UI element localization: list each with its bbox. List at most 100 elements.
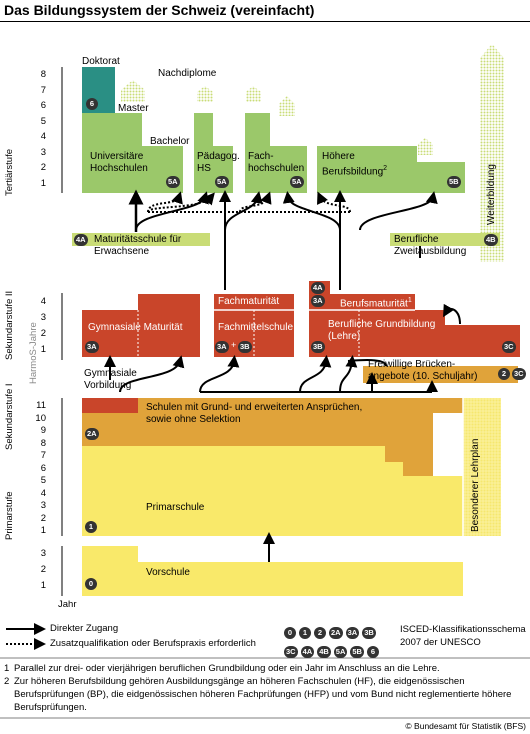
footnote-2: 2 Zur höheren Berufsbildung gehören Ausb…	[4, 675, 524, 714]
isced-badge-1: 1	[85, 521, 97, 533]
bachelor-label: Bachelor	[150, 136, 190, 147]
year-number: 2	[40, 564, 46, 575]
fh-label: Fach- hochschulen	[248, 151, 305, 174]
year-number: 7	[40, 84, 46, 96]
year-number: 5	[40, 115, 46, 127]
legend-badge: 4A	[300, 646, 315, 658]
footnote-1: 1 Parallel zur drei- oder vierjährigen b…	[4, 662, 524, 675]
berufsmaturitaet-label: Berufsmaturität	[340, 298, 408, 310]
page-title: Das Bildungssystem der Schweiz (vereinfa…	[4, 2, 315, 18]
legend-badge: 1	[299, 627, 311, 639]
year-number: 5	[40, 475, 46, 486]
footnote-number: 2	[4, 676, 10, 687]
year-number: 1	[40, 344, 46, 355]
isced-plus: +	[231, 340, 237, 350]
year-number: 11	[36, 400, 46, 411]
nachdiplome-spike-2	[197, 86, 213, 102]
uni-block	[82, 113, 183, 193]
isced-badge-5a: 5A	[215, 176, 229, 188]
legend-badge: 3B	[362, 627, 376, 639]
fms-label: Fachmittelschule	[218, 322, 294, 333]
legend-badge: 5A	[333, 646, 348, 658]
year-axis-label: Jahr	[58, 599, 77, 610]
vorschule-year-numbers: 3 2 1	[32, 548, 46, 596]
nachdiplome-spike-5	[418, 138, 433, 155]
nachdiplome-label: Nachdiplome	[158, 68, 217, 79]
footnote-text: Zur höheren Berufsbildung gehören Ausbil…	[14, 676, 512, 713]
year-number: 2	[40, 512, 46, 524]
legend-isced-label: ISCED-Klassifikationsschema 2007 der UNE…	[400, 624, 526, 648]
grundbildung-label: Berufliche Grundbildung (Lehre)	[328, 319, 436, 342]
footnote-text: Parallel zur drei- oder vierjährigen ber…	[14, 663, 440, 674]
legend-badge: 2A	[329, 627, 343, 639]
hbb-label: Höhere Berufsbildung	[322, 151, 384, 178]
legend-badge: 0	[284, 627, 296, 639]
legend-direct-label: Direkter Zugang	[50, 623, 119, 634]
hbb-footnote: 2	[383, 165, 388, 172]
isced-badge-0: 0	[85, 578, 97, 590]
zweitausbildung-label: Berufliche Zweitausbildung	[394, 234, 467, 257]
legend-badges-row2: 3C 4A 4B 5A 5B 6	[284, 641, 394, 659]
legend-badge: 3C	[284, 646, 298, 658]
legend-badge: 3A	[345, 627, 360, 639]
year-number: 10	[35, 412, 46, 424]
isced-badge-3a: 3A	[215, 341, 229, 353]
isced-badge-4a: 4A	[311, 282, 325, 294]
year-number: 3	[40, 548, 46, 559]
isced-badge-4b: 4B	[484, 234, 498, 246]
harmos-year-numbers: 11 10 9 8 7 6 5 4 3 2 1	[32, 400, 46, 538]
legend-badge: 2	[314, 627, 326, 639]
year-number: 1	[40, 580, 46, 591]
fachmaturitaet-label: Fachmaturität	[218, 296, 280, 307]
isced-badge-5a: 5A	[166, 176, 180, 188]
nachdiplome-spike-1	[121, 80, 145, 102]
sek2-year-numbers: 4 3 2 1	[32, 296, 46, 360]
isced-badge-6: 6	[86, 98, 98, 110]
isced-badge-3c: 3C	[512, 368, 526, 380]
gym-vorbildung-label: Gymnasiale Vorbildung	[84, 368, 137, 391]
year-number: 6	[40, 462, 46, 474]
title-divider	[0, 21, 530, 22]
maturitaetsschule-label: Maturitätsschule für Erwachsene	[94, 234, 182, 257]
year-number: 7	[40, 450, 46, 461]
stage-tertiaer: Tertiärstufe	[4, 149, 15, 196]
year-number: 3	[40, 146, 46, 158]
zweitausbildung-block	[390, 233, 500, 246]
hbb-block	[317, 146, 465, 193]
berufsmaturitaet-wrap: Berufsmaturität1	[340, 295, 412, 310]
year-number: 6	[40, 100, 46, 111]
fh-block	[245, 113, 307, 193]
year-number: 3	[40, 500, 46, 511]
gym-vorbildung-block	[82, 398, 138, 413]
copyright: © Bundesamt für Statistik (BFS)	[405, 721, 526, 731]
primarschule-label: Primarschule	[146, 502, 205, 513]
master-label: Master	[118, 103, 149, 114]
isced-badge-3b: 3B	[311, 341, 325, 353]
nachdiplome-spike-4	[279, 96, 295, 116]
isced-badge-3a: 3A	[311, 295, 325, 307]
isced-badge-4a: 4A	[74, 234, 88, 246]
stage-sek1: Sekundarstufe I	[4, 383, 15, 450]
isced-badge-2: 2	[498, 368, 510, 380]
isced-badge-3c: 3C	[502, 341, 516, 353]
vorschule-block-2	[82, 562, 463, 596]
legend-badge: 6	[366, 646, 379, 658]
isced-badge-5a: 5A	[290, 176, 304, 188]
year-number: 2	[40, 162, 46, 173]
footnote-number: 1	[4, 663, 10, 674]
year-number: 4	[40, 487, 46, 499]
weiterbildung-column	[480, 44, 504, 262]
brueckenangebote-label: Freiwillige Brücken- angebote (10. Schul…	[368, 359, 478, 382]
isced-badge-3b: 3B	[238, 341, 252, 353]
year-number: 3	[40, 312, 46, 323]
brueckenangebote-block	[363, 366, 518, 383]
year-number: 1	[40, 177, 46, 189]
legend-badge: 4B	[317, 646, 331, 658]
schulen-label: Schulen mit Grund- und erweiterten Anspr…	[146, 402, 363, 425]
year-number: 1	[40, 525, 46, 536]
paed-label: Pädagog. HS	[197, 151, 240, 174]
year-number: 9	[40, 425, 46, 436]
uni-label: Universitäre Hochschulen	[90, 151, 148, 174]
year-number: 8	[40, 69, 46, 80]
